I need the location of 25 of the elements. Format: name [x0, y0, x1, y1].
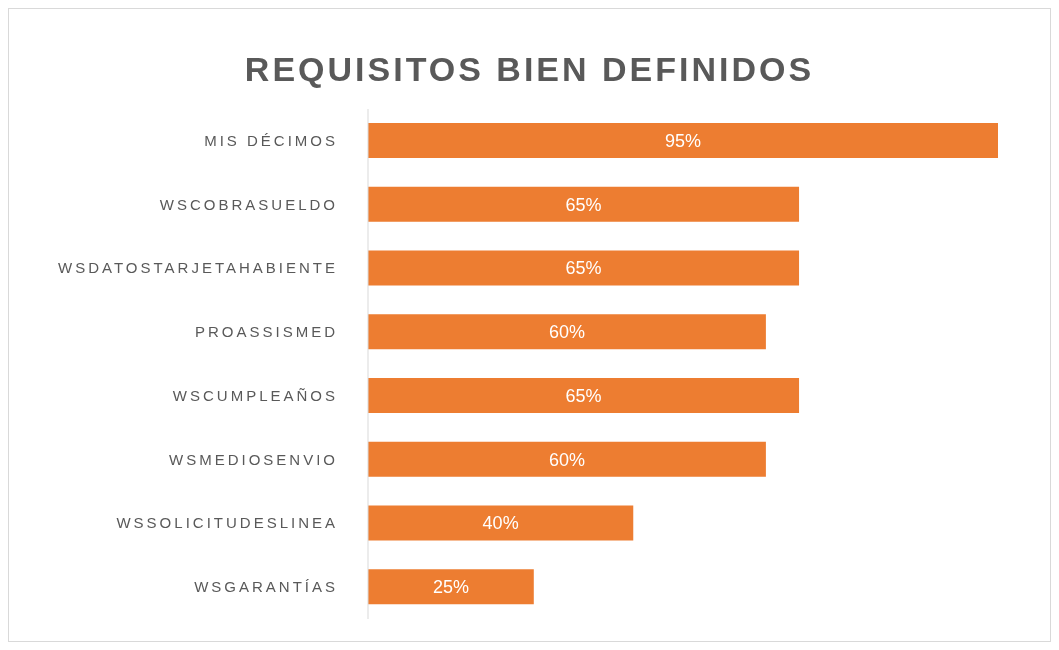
y-tick-label: WSCUMPLEAÑOS — [172, 386, 338, 404]
bar — [368, 505, 634, 541]
y-tick-label: WSCOBRASUELDO — [159, 195, 338, 213]
bar — [368, 314, 766, 350]
y-tick-label: WSGARANTÍAS — [194, 578, 338, 596]
data-label: 95% — [664, 130, 702, 151]
data-label: 65% — [565, 385, 602, 406]
data-label: 25% — [432, 577, 469, 598]
y-tick-label: WSDATOSTARJETAHABIENTE — [58, 259, 338, 277]
y-tick-label: MIS DÉCIMOS — [204, 131, 338, 149]
y-tick-label: WSMEDIOSENVIO — [168, 450, 338, 468]
data-label: 60% — [548, 449, 585, 470]
bar — [368, 250, 800, 286]
bar — [368, 378, 800, 413]
bar — [368, 123, 998, 158]
data-label: 60% — [548, 322, 585, 343]
chart-title: REQUISITOS BIEN DEFINIDOS — [244, 49, 815, 89]
bar — [368, 186, 800, 222]
bar — [368, 569, 534, 605]
bar — [368, 441, 766, 477]
y-tick-label: WSSOLICITUDESLINEA — [116, 514, 338, 532]
data-label: 65% — [565, 194, 602, 215]
data-label: 40% — [482, 513, 519, 534]
y-tick-label: PROASSISMED — [194, 323, 338, 341]
data-label: 65% — [565, 258, 602, 279]
